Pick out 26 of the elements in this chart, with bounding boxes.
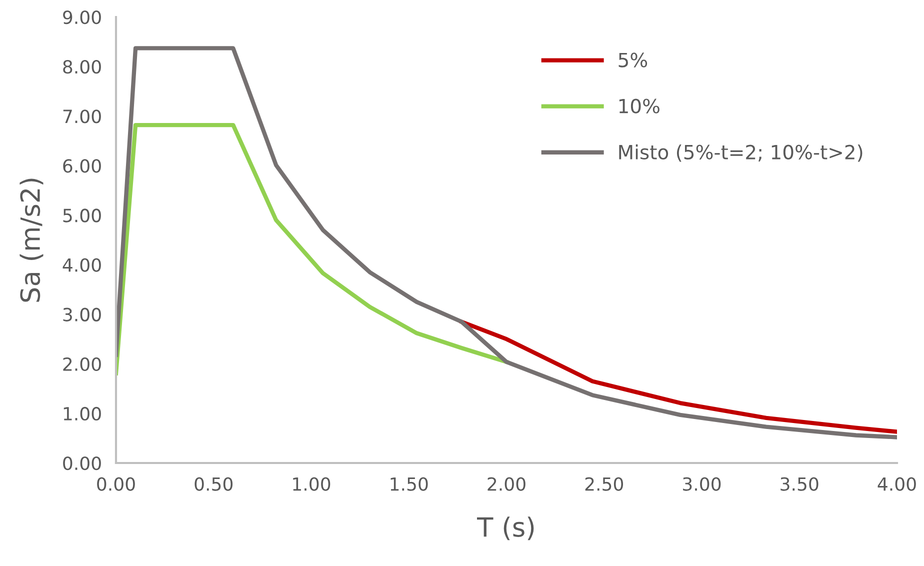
y-tick-label: 7.00 bbox=[63, 110, 101, 124]
x-tick-label: 2.00 bbox=[488, 477, 526, 491]
y-tick-label: 6.00 bbox=[63, 159, 101, 173]
x-tick-label: 4.00 bbox=[878, 477, 916, 491]
x-axis-title: T (s) bbox=[477, 516, 534, 540]
legend-label: 10% bbox=[619, 98, 660, 114]
y-tick-label: 4.00 bbox=[62, 258, 101, 272]
x-tick-label: 1.00 bbox=[293, 477, 330, 491]
y-tick-label: 1.00 bbox=[64, 406, 101, 421]
y-tick-label: 5.00 bbox=[63, 208, 101, 222]
y-tick-label: 2.00 bbox=[63, 357, 101, 372]
y-tick-label: 9.00 bbox=[63, 10, 101, 24]
line-series bbox=[460, 320, 897, 434]
x-tick-label: 3.50 bbox=[780, 477, 818, 491]
y-tick-label: 8.00 bbox=[63, 60, 101, 74]
x-tick-label: 0.50 bbox=[194, 477, 233, 491]
y-axis-title: Sa (m/s2) bbox=[20, 178, 44, 302]
x-tick-label: 2.50 bbox=[585, 477, 624, 491]
x-tick-label: 3.00 bbox=[683, 477, 721, 491]
y-tick-label: 3.00 bbox=[63, 308, 101, 322]
line-series bbox=[116, 46, 897, 440]
legend-label: 5% bbox=[618, 52, 648, 68]
x-tick-label: 0.00 bbox=[97, 477, 135, 491]
x-tick-label: 1.50 bbox=[390, 477, 428, 491]
legend-label: Misto (5%-t=2; 10%-t>2) bbox=[619, 144, 862, 162]
y-tick-label: 0.00 bbox=[63, 456, 101, 470]
